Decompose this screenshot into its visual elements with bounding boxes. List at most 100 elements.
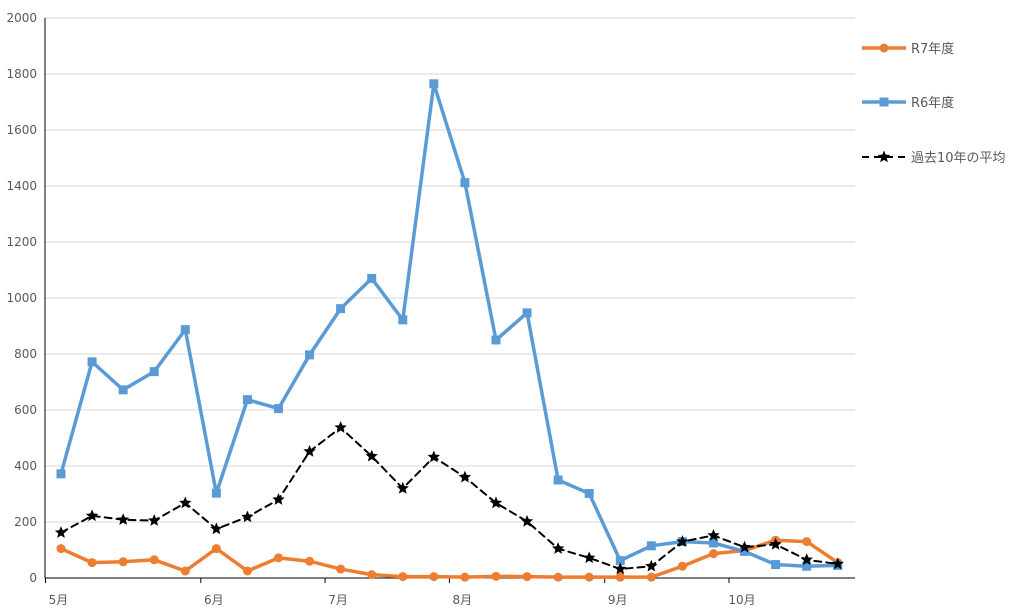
data-point <box>802 537 812 547</box>
data-point <box>54 526 68 538</box>
axes <box>44 18 855 583</box>
data-point <box>489 496 503 509</box>
data-point <box>615 572 625 582</box>
data-point <box>491 335 501 345</box>
data-point <box>615 556 625 566</box>
y-tick-label: 1800 <box>6 67 37 81</box>
data-point <box>149 367 159 377</box>
data-point <box>553 572 563 582</box>
data-point <box>738 540 751 553</box>
data-point <box>676 535 689 547</box>
y-tick-label: 1600 <box>6 123 37 137</box>
y-tick-label: 1200 <box>6 235 37 249</box>
y-tick-label: 0 <box>29 571 37 585</box>
data-point <box>210 522 223 535</box>
x-tick-label: 6月 <box>204 593 224 607</box>
data-point <box>429 572 439 582</box>
x-tick-label: 9月 <box>608 593 628 607</box>
x-tick-label: 7月 <box>328 593 348 607</box>
legend-label: 過去10年の平均 <box>911 151 1006 166</box>
data-point <box>273 553 283 563</box>
data-point <box>56 544 66 554</box>
data-point <box>211 488 221 498</box>
data-point <box>305 556 315 566</box>
data-point <box>645 559 658 572</box>
gridlines <box>45 17 855 523</box>
series-line <box>60 426 839 571</box>
legend-marker <box>879 97 889 107</box>
data-point <box>771 560 781 570</box>
data-point <box>646 541 656 551</box>
data-point <box>522 308 532 318</box>
data-point <box>522 572 532 582</box>
data-point <box>179 496 192 509</box>
data-point <box>491 571 501 581</box>
data-point <box>211 544 221 554</box>
x-tick-label: 5月 <box>49 593 69 607</box>
data-point <box>584 488 594 498</box>
data-point <box>149 555 159 565</box>
series-3 <box>54 421 844 575</box>
y-tick-label: 600 <box>14 403 37 417</box>
legend-entry: R6年度 <box>862 95 954 111</box>
data-point <box>241 510 254 523</box>
data-point <box>708 549 718 559</box>
data-point <box>180 325 190 335</box>
series-line <box>59 538 840 579</box>
data-point <box>460 178 470 188</box>
data-point <box>365 449 378 462</box>
data-point <box>242 566 252 576</box>
data-point <box>87 357 97 367</box>
data-point <box>646 572 656 582</box>
data-point <box>398 572 408 582</box>
data-point <box>553 475 563 485</box>
data-point <box>334 421 347 433</box>
data-point <box>551 542 565 554</box>
data-point <box>429 79 439 89</box>
data-point <box>398 315 408 325</box>
data-point <box>677 561 687 571</box>
y-tick-label: 200 <box>14 515 37 529</box>
data-point <box>148 514 161 526</box>
y-tick-label: 2000 <box>6 11 37 25</box>
y-tick-label: 1000 <box>6 291 37 305</box>
data-point <box>460 572 470 582</box>
data-point <box>458 470 472 483</box>
data-point <box>520 514 534 527</box>
data-point <box>242 395 252 405</box>
data-point <box>116 513 130 526</box>
data-point <box>272 493 285 505</box>
data-point <box>56 469 66 479</box>
y-tick-label: 1400 <box>6 179 37 193</box>
series-line <box>59 82 840 568</box>
data-point <box>305 350 315 360</box>
data-point <box>336 304 346 314</box>
data-point <box>583 551 596 564</box>
y-tick-labels: 0 200 400 600 800 1000 1200 1400 1600 1800 2000 <box>6 11 37 585</box>
series-1 <box>56 535 843 582</box>
y-tick-label: 400 <box>14 459 37 473</box>
legend-label: R7年度 <box>911 41 954 57</box>
data-point <box>367 570 377 580</box>
data-point <box>118 557 128 567</box>
x-tick-labels: 5月 6月 7月 8月 9月 10月 <box>49 593 756 607</box>
y-tick-label: 800 <box>14 347 37 361</box>
data-point <box>396 481 409 494</box>
data-point <box>180 566 190 576</box>
x-tick-label: 10月 <box>728 593 755 607</box>
data-point <box>800 553 813 566</box>
data-point <box>336 564 346 574</box>
legend-label: R6年度 <box>911 95 954 111</box>
data-point <box>584 572 594 582</box>
data-point <box>802 561 812 571</box>
data-point <box>367 273 377 283</box>
data-point <box>707 528 720 541</box>
legend-entry: 過去10年の平均 <box>862 150 1006 166</box>
data-point <box>303 444 316 457</box>
x-tick-label: 8月 <box>453 593 473 607</box>
legend-entry: R7年度 <box>862 41 954 57</box>
legend-marker <box>877 150 891 163</box>
series-2 <box>56 79 843 571</box>
